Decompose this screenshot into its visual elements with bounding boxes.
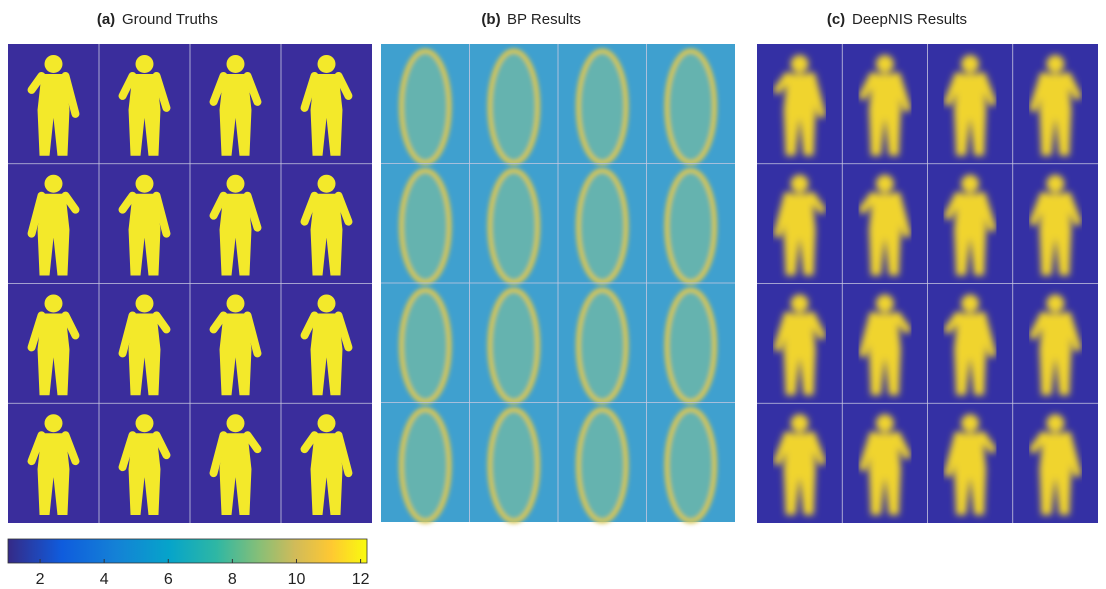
head: [136, 55, 154, 73]
colorbar-tick-label: 8: [228, 571, 237, 588]
head: [227, 294, 245, 312]
head: [318, 175, 336, 193]
colorbar-tick-label: 10: [288, 571, 306, 588]
head: [45, 294, 63, 312]
silhouette: [576, 288, 628, 404]
head: [227, 175, 245, 193]
head: [45, 175, 63, 193]
panel-label: (c): [827, 11, 845, 28]
head: [791, 294, 809, 312]
silhouette: [665, 288, 717, 404]
colorbar: [8, 539, 367, 563]
silhouette: [399, 288, 451, 404]
head: [136, 414, 154, 432]
head: [876, 414, 894, 432]
head: [961, 414, 979, 432]
panel-title: Ground Truths: [122, 11, 218, 28]
head: [45, 414, 63, 432]
head: [227, 55, 245, 73]
panel-label: (b): [481, 11, 500, 28]
panel-label: (a): [97, 11, 115, 28]
colorbar-tick-label: 6: [164, 571, 173, 588]
head: [961, 294, 979, 312]
head: [1046, 175, 1064, 193]
silhouette: [488, 49, 540, 165]
head: [876, 55, 894, 73]
silhouette: [576, 169, 628, 285]
colorbar-tick-label: 12: [352, 571, 370, 588]
head: [1046, 294, 1064, 312]
head: [791, 414, 809, 432]
silhouette: [665, 49, 717, 165]
head: [318, 414, 336, 432]
head: [136, 294, 154, 312]
colorbar-tick-label: 4: [100, 571, 109, 588]
head: [876, 294, 894, 312]
head: [961, 55, 979, 73]
silhouette: [665, 408, 717, 524]
silhouette: [399, 49, 451, 165]
silhouette: [488, 408, 540, 524]
head: [961, 175, 979, 193]
head: [791, 55, 809, 73]
silhouette: [399, 169, 451, 285]
silhouette: [488, 169, 540, 285]
head: [1046, 55, 1064, 73]
silhouette: [576, 408, 628, 524]
page: (a) Ground Truths (b) BP Results (c) DeepNIS …: [0, 0, 1106, 589]
silhouette: [399, 408, 451, 524]
head: [318, 294, 336, 312]
silhouette: [488, 288, 540, 404]
head: [876, 175, 894, 193]
head: [1046, 414, 1064, 432]
head: [791, 175, 809, 193]
colorbar-tick-label: 2: [36, 571, 45, 588]
silhouette: [665, 169, 717, 285]
panel-title: DeepNIS Results: [852, 11, 967, 28]
head: [45, 55, 63, 73]
head: [227, 414, 245, 432]
silhouette: [576, 49, 628, 165]
head: [318, 55, 336, 73]
panel-title: BP Results: [507, 11, 581, 28]
figure: (a) Ground Truths (b) BP Results (c) DeepNIS …: [0, 0, 1106, 589]
head: [136, 175, 154, 193]
